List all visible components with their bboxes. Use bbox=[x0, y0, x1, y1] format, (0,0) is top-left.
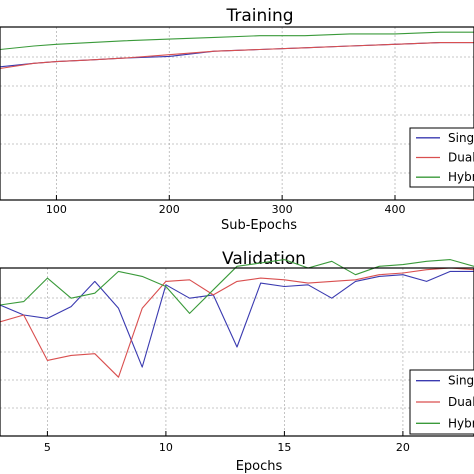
legend-label: Hybrid bbox=[448, 170, 474, 184]
chart-title: Training bbox=[225, 6, 293, 26]
x-tick-label: 10 bbox=[159, 441, 173, 454]
x-tick-label: 300 bbox=[272, 203, 293, 216]
series-line-dual bbox=[0, 42, 474, 70]
x-axis-label: Sub-Epochs bbox=[221, 218, 297, 233]
legend-label: Single bbox=[448, 374, 474, 388]
x-tick-label: 200 bbox=[159, 203, 180, 216]
validation-chart: Validation 5 10 15 20 Epochs Single Dual Hybr… bbox=[0, 249, 474, 474]
grid bbox=[0, 268, 474, 436]
x-tick-label: 100 bbox=[46, 203, 67, 216]
plot-frame bbox=[0, 26, 474, 201]
series-line-dual bbox=[0, 267, 474, 378]
legend: Single Dual Hybrid bbox=[409, 369, 474, 435]
legend-label: Dual bbox=[448, 395, 474, 409]
x-tick-label: 20 bbox=[396, 441, 410, 454]
x-tick-label: 5 bbox=[44, 441, 51, 454]
chart-title: Validation bbox=[222, 249, 306, 269]
legend-label: Single bbox=[448, 131, 474, 145]
series-line-single bbox=[0, 270, 474, 368]
series-lines bbox=[0, 259, 474, 378]
legend-label: Dual bbox=[448, 151, 474, 165]
grid bbox=[0, 27, 474, 200]
plot-frame bbox=[0, 267, 474, 437]
x-axis-label: Epochs bbox=[236, 459, 283, 474]
legend: Single Dual Hybrid bbox=[409, 127, 474, 188]
legend-label: Hybrid bbox=[448, 416, 474, 430]
x-tick-label: 15 bbox=[277, 441, 291, 454]
x-ticks: 100 200 300 400 bbox=[46, 195, 406, 216]
x-tick-label: 400 bbox=[385, 203, 406, 216]
series-line-hybrid bbox=[0, 31, 474, 51]
training-chart: Training 100 200 300 400 Sub-Epochs Single D… bbox=[0, 6, 474, 233]
series-line-hybrid bbox=[0, 259, 474, 314]
series-line-single bbox=[0, 42, 474, 68]
x-ticks: 5 10 15 20 bbox=[44, 431, 410, 454]
series-lines bbox=[0, 31, 474, 70]
